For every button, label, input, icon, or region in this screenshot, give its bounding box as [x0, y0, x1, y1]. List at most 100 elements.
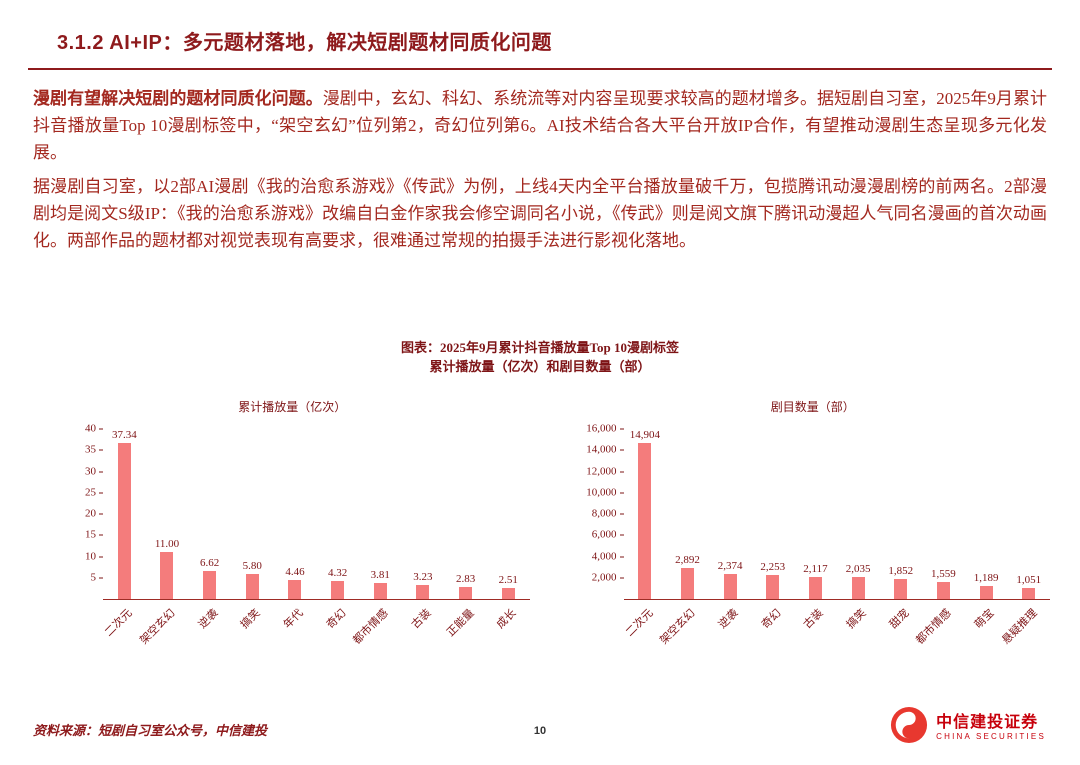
bar-column: 3.81 [359, 429, 402, 599]
footer-source: 资料来源：短剧自习室公众号，中信建投 [33, 723, 268, 738]
y-axis: 2,000 4,000 6,000 8,000 10,000 12,000 14,000 16… [576, 423, 624, 599]
y-axis-tick: 10 [85, 551, 103, 562]
plot-area: 37.34 11.00 6.62 5.80 4.46 4.32 3.81 3.23 2.83 2.… [103, 429, 530, 660]
company-logo-text: 中信建投证券 CHINA SECURITIES [936, 714, 1046, 742]
y-axis-tick: 30 [85, 466, 103, 477]
bar [117, 443, 131, 599]
y-axis-tick: 15 [85, 529, 103, 541]
bar-value-label: 2,892 [675, 554, 700, 567]
bar [373, 582, 387, 599]
category-label: 古装 [802, 607, 827, 632]
bar-column: 2,253 [751, 429, 794, 599]
figure-title: 图表：2025年9月累计抖音播放量Top 10漫剧标签 累计播放量（亿次）和剧目… [0, 338, 1080, 376]
y-axis-tick: 16,000 [586, 423, 624, 435]
bar-column: 2,374 [709, 429, 752, 599]
bar-value-label: 1,051 [1016, 573, 1042, 586]
bar-value-label: 1,189 [973, 572, 999, 585]
bar-column: 4.32 [316, 429, 359, 599]
bar [638, 443, 652, 599]
bars-area: 14,904 2,892 2,374 2,253 2,117 2,035 1,852 1,55… [623, 429, 1050, 600]
bar-value-label: 2,035 [845, 563, 871, 576]
category-label: 二次元 [103, 607, 135, 639]
chart-series-count: 剧目数量（部） 2,000 4,000 6,000 8,000 10,000 12,000… [576, 398, 1050, 660]
figure-title-line2: 累计播放量（亿次）和剧目数量（部） [429, 359, 651, 374]
bar-value-label: 2.83 [455, 572, 476, 585]
bar-column: 37.34 [103, 429, 146, 599]
paragraph-1: 漫剧有望解决短剧的题材同质化问题。漫剧中，玄幻、科幻、系统流等对内容呈现要求较高… [33, 85, 1047, 166]
y-axis: 5 10 15 20 25 30 35 40 [55, 423, 103, 599]
category-label: 成长 [494, 607, 519, 632]
bar-value-label: 11.00 [154, 538, 180, 551]
bar-column: 11.00 [146, 429, 189, 599]
bar [936, 582, 950, 599]
bar-value-label: 2,253 [760, 561, 786, 574]
chart-playcount-title: 累计播放量（亿次） [238, 400, 347, 414]
bar-column: 2.83 [444, 429, 487, 599]
bar-column: 3.23 [402, 429, 445, 599]
bar-column: 2,117 [794, 429, 837, 599]
category-label: 逆袭 [716, 607, 741, 632]
category-label: 架空玄幻 [137, 607, 178, 647]
category-label: 萌宝 [972, 607, 997, 632]
x-axis-labels: 二次元 架空玄幻 逆袭 搞笑 年代 奇幻 都市情感 古装 正能量 成长 [103, 600, 530, 660]
bar [979, 586, 993, 599]
paragraph-2-rest: 据漫剧自习室，以2部AI漫剧《我的治愈系游戏》《传武》为例，上线4天内全平台播放… [33, 177, 1047, 250]
bar [416, 585, 430, 599]
y-axis-tick: 2,000 [592, 572, 624, 583]
bar-value-label: 1,559 [931, 568, 956, 581]
bar [766, 575, 780, 599]
y-axis-tick: 10,000 [586, 487, 624, 498]
bar-column: 2,892 [666, 429, 709, 599]
category-label: 二次元 [623, 607, 656, 639]
bar [288, 580, 302, 599]
bar-value-label: 4.32 [327, 566, 348, 579]
bar-column: 4.46 [274, 429, 317, 599]
bar-value-label: 2,374 [717, 559, 743, 572]
bar-value-label: 5.80 [242, 560, 262, 573]
title-divider [28, 68, 1052, 70]
y-axis-tick: 4,000 [592, 551, 624, 562]
bar [203, 570, 217, 599]
bar-column: 2,035 [837, 429, 880, 599]
category-label: 年代 [281, 607, 306, 632]
bar-value-label: 4.46 [285, 566, 305, 579]
bar-value-label: 14,904 [629, 429, 660, 441]
category-label: 奇幻 [759, 607, 784, 632]
category-label: 逆袭 [196, 607, 221, 632]
bar-column: 5.80 [231, 429, 274, 599]
bar [894, 579, 908, 599]
paragraph-1-rest: 漫剧中，玄幻、科幻、系统流等对内容呈现要求较高的题材增多。据短剧自习室，2025… [33, 89, 1047, 162]
y-axis-tick: 40 [85, 423, 103, 435]
category-label: 奇幻 [324, 607, 349, 632]
y-axis-tick: 25 [85, 487, 103, 498]
category-label: 都市情感 [914, 607, 955, 647]
company-name-en: CHINA SECURITIES [936, 732, 1046, 742]
category-label: 搞笑 [238, 607, 263, 632]
charts-row: 累计播放量（亿次） 5 10 15 20 25 30 35 40 37.34 11.00 6.62… [55, 398, 1050, 660]
bar-value-label: 37.34 [111, 429, 137, 441]
bar-value-label: 1,852 [888, 565, 914, 578]
y-axis-tick: 12,000 [586, 466, 624, 477]
company-name-cn: 中信建投证券 [936, 713, 1039, 731]
y-axis-tick: 14,000 [586, 444, 624, 456]
chart-playcount: 累计播放量（亿次） 5 10 15 20 25 30 35 40 37.34 11.00 6.62… [55, 398, 530, 660]
paragraph-1-lead: 漫剧有望解决短剧的题材同质化问题。 [33, 89, 323, 108]
bar-value-label: 6.62 [200, 556, 220, 569]
chart-playcount-body: 5 10 15 20 25 30 35 40 37.34 11.00 6.62 5.80 4.46 4.… [55, 423, 530, 660]
paragraph-2: 据漫剧自习室，以2部AI漫剧《我的治愈系游戏》《传武》为例，上线4天内全平台播放… [33, 173, 1047, 254]
category-label: 架空玄幻 [658, 607, 699, 647]
y-axis-tick: 6,000 [592, 529, 624, 541]
y-axis-tick: 35 [85, 444, 103, 456]
bar [680, 568, 694, 599]
bar [1022, 587, 1036, 599]
category-label: 搞笑 [844, 607, 869, 632]
bars-area: 37.34 11.00 6.62 5.80 4.46 4.32 3.81 3.23 2.83 2.… [103, 429, 530, 600]
y-axis-tick: 20 [85, 508, 103, 520]
bar-column: 2.51 [487, 429, 530, 599]
bar [501, 588, 515, 599]
bar-column: 1,559 [922, 429, 965, 599]
figure-title-line1: 图表：2025年9月累计抖音播放量Top 10漫剧标签 [401, 340, 679, 355]
bar [331, 580, 345, 599]
bar-column: 6.62 [188, 429, 231, 599]
